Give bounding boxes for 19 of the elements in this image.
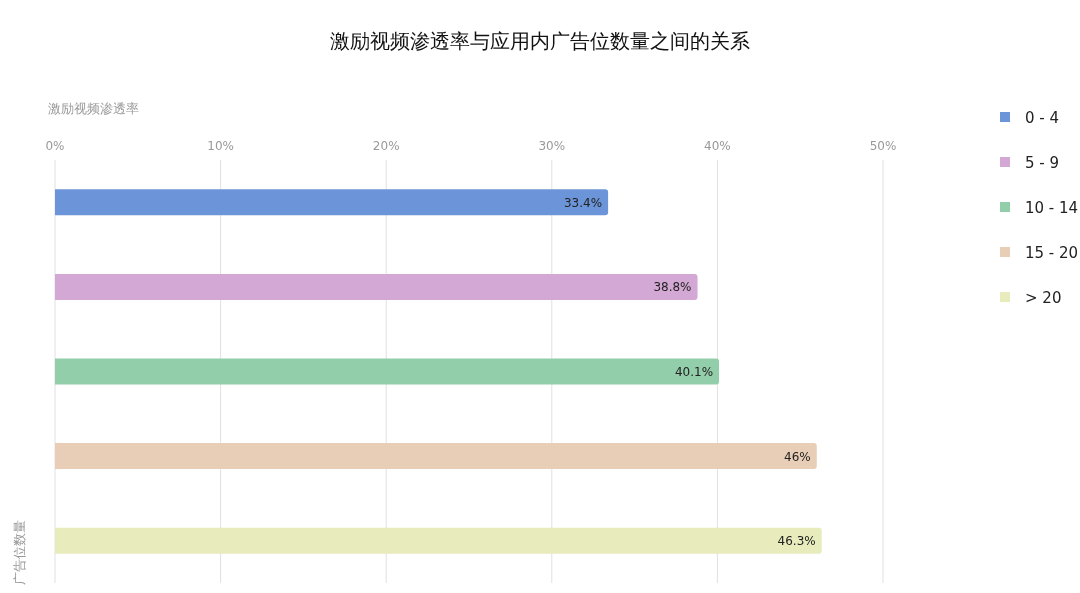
x-tick-label: 40% (704, 139, 731, 153)
x-tick-label: 50% (869, 139, 897, 153)
chart-title: 激励视频渗透率与应用内广告位数量之间的关系 (330, 29, 750, 53)
data-label: 46% (784, 449, 811, 464)
x-axis-title: 激励视频渗透率 (48, 101, 139, 116)
legend-label: > 20 (1025, 289, 1062, 307)
x-tick-label: 0% (45, 139, 65, 153)
legend-label: 5 - 9 (1025, 154, 1060, 172)
x-tick-label: 10% (207, 139, 234, 153)
legend-label: 15 - 20 (1025, 244, 1079, 262)
legend-label: 10 - 14 (1025, 199, 1079, 217)
data-label: 38.8% (653, 280, 692, 295)
data-label: 46.3% (777, 534, 816, 549)
x-tick-label: 30% (538, 139, 566, 153)
data-label: 40.1% (674, 365, 714, 379)
x-tick-label: 20% (372, 139, 400, 153)
legend-label: 0 - 4 (1025, 109, 1060, 127)
y-axis-title: 广告位数量 (12, 520, 27, 585)
data-label: 33.4% (563, 195, 603, 210)
